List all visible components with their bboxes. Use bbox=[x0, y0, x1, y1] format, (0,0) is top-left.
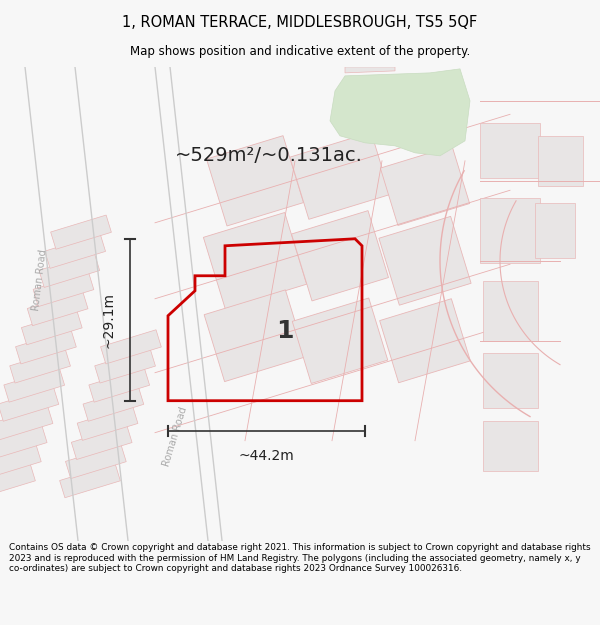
Polygon shape bbox=[292, 298, 388, 384]
Polygon shape bbox=[538, 136, 583, 186]
Polygon shape bbox=[95, 349, 155, 383]
Text: Roman Road: Roman Road bbox=[31, 249, 49, 311]
Polygon shape bbox=[535, 203, 575, 258]
Polygon shape bbox=[45, 234, 106, 268]
Text: ~44.2m: ~44.2m bbox=[239, 449, 295, 462]
Polygon shape bbox=[203, 213, 307, 309]
Polygon shape bbox=[290, 132, 390, 219]
Polygon shape bbox=[83, 387, 144, 421]
Polygon shape bbox=[39, 253, 100, 288]
Polygon shape bbox=[345, 67, 395, 73]
Polygon shape bbox=[292, 211, 388, 301]
Polygon shape bbox=[27, 291, 88, 326]
Polygon shape bbox=[380, 299, 470, 382]
Text: Contains OS data © Crown copyright and database right 2021. This information is : Contains OS data © Crown copyright and d… bbox=[9, 543, 590, 573]
Polygon shape bbox=[0, 444, 41, 479]
Polygon shape bbox=[480, 123, 540, 178]
Text: Roman Road: Roman Road bbox=[161, 406, 189, 468]
Polygon shape bbox=[33, 272, 94, 307]
Polygon shape bbox=[50, 215, 112, 249]
Polygon shape bbox=[0, 387, 59, 421]
Polygon shape bbox=[379, 216, 471, 305]
Text: ~529m²/~0.131ac.: ~529m²/~0.131ac. bbox=[175, 146, 363, 166]
Polygon shape bbox=[206, 136, 304, 226]
Polygon shape bbox=[89, 368, 149, 402]
Polygon shape bbox=[482, 281, 538, 341]
Polygon shape bbox=[204, 290, 306, 382]
Text: ~29.1m: ~29.1m bbox=[101, 292, 115, 348]
Polygon shape bbox=[10, 349, 70, 383]
Polygon shape bbox=[482, 421, 538, 471]
Polygon shape bbox=[480, 198, 540, 263]
Polygon shape bbox=[4, 368, 65, 402]
Polygon shape bbox=[71, 426, 132, 459]
Polygon shape bbox=[101, 330, 161, 364]
Text: Map shows position and indicative extent of the property.: Map shows position and indicative extent… bbox=[130, 46, 470, 59]
Polygon shape bbox=[65, 444, 126, 479]
Polygon shape bbox=[330, 69, 470, 156]
Polygon shape bbox=[59, 464, 121, 498]
Text: 1: 1 bbox=[276, 319, 294, 342]
Polygon shape bbox=[482, 353, 538, 408]
Polygon shape bbox=[22, 311, 82, 345]
Polygon shape bbox=[0, 426, 47, 459]
Polygon shape bbox=[380, 146, 470, 226]
Polygon shape bbox=[0, 406, 53, 441]
Polygon shape bbox=[77, 406, 138, 441]
Polygon shape bbox=[16, 330, 76, 364]
Text: 1, ROMAN TERRACE, MIDDLESBROUGH, TS5 5QF: 1, ROMAN TERRACE, MIDDLESBROUGH, TS5 5QF bbox=[122, 15, 478, 30]
Polygon shape bbox=[0, 464, 35, 498]
